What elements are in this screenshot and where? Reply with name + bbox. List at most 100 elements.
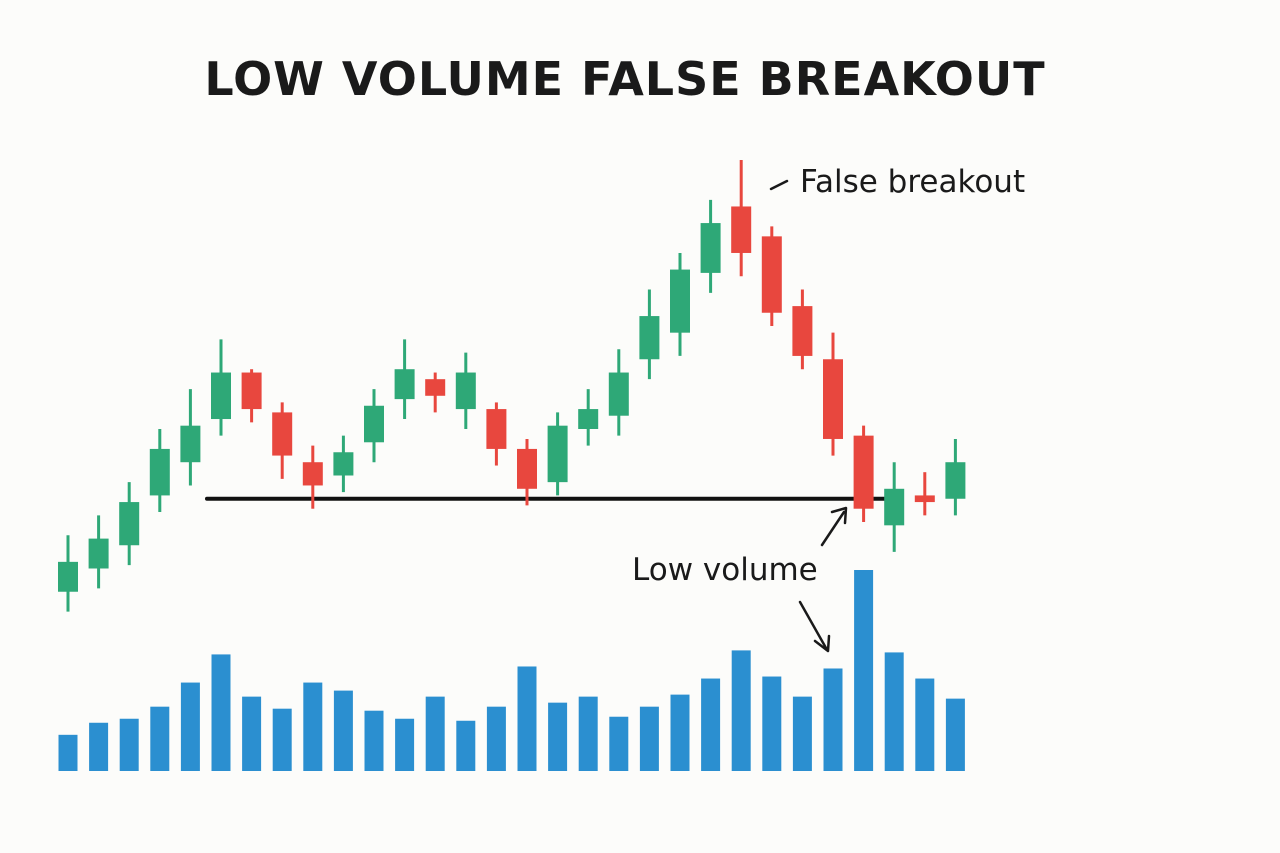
- candle: [364, 389, 384, 463]
- candle: [119, 482, 140, 566]
- candle-body: [149, 448, 170, 496]
- candle-body: [823, 359, 843, 439]
- candle-body: [884, 488, 905, 526]
- candle-body: [914, 495, 935, 503]
- candle-body: [517, 448, 537, 489]
- volume-bar: [89, 722, 109, 771]
- candle-body: [670, 269, 690, 333]
- false-breakout-leader-line: [769, 179, 789, 191]
- candle-body: [272, 412, 293, 456]
- volume-bar: [915, 678, 935, 771]
- candle: [517, 438, 537, 506]
- candle: [88, 515, 109, 589]
- candle: [884, 462, 905, 552]
- candle: [302, 445, 323, 509]
- candle-body: [425, 379, 446, 396]
- volume-bar: [792, 696, 812, 771]
- candle: [333, 435, 354, 493]
- arrow-up-to-candle-icon: [820, 506, 848, 547]
- candle-body: [241, 372, 262, 410]
- candle: [58, 535, 78, 612]
- chart-title: LOW VOLUME FALSE BREAKOUT: [204, 52, 1046, 106]
- candle: [547, 412, 568, 496]
- candle-body: [302, 462, 323, 486]
- volume-bar: [884, 652, 904, 771]
- arrow-down-to-volume-icon: [798, 600, 831, 653]
- volume-bar: [609, 716, 629, 771]
- volume-bar: [364, 710, 384, 771]
- volume-bar: [854, 570, 874, 771]
- candle-body: [792, 306, 813, 356]
- candle: [670, 252, 690, 356]
- candle-body: [547, 425, 568, 483]
- candle: [455, 352, 476, 429]
- volume-bar: [150, 706, 170, 771]
- volume-bar: [303, 682, 323, 771]
- candle: [425, 372, 446, 413]
- candle: [149, 429, 170, 513]
- candle: [241, 369, 262, 423]
- volume-bar: [486, 706, 506, 771]
- annotation-false-breakout: False breakout: [800, 164, 1025, 200]
- candle-body: [608, 372, 629, 416]
- volume-bar: [425, 696, 445, 771]
- candle: [945, 438, 966, 516]
- candle: [608, 349, 629, 436]
- candle: [731, 159, 752, 277]
- candle-body: [731, 206, 752, 253]
- volume-bar: [456, 720, 476, 771]
- annotations-layer: False breakout Low volume: [632, 164, 1025, 653]
- candle-body: [486, 409, 507, 449]
- annotation-low-volume: Low volume: [632, 552, 818, 588]
- candle-body: [58, 561, 78, 592]
- volume-bar: [578, 696, 598, 771]
- candle: [792, 289, 813, 370]
- volume-bar: [639, 706, 659, 771]
- candle-body: [211, 372, 231, 420]
- volume-bars-layer: [58, 570, 965, 771]
- volume-bar: [701, 678, 721, 771]
- candle: [486, 402, 507, 466]
- candle: [700, 199, 721, 293]
- candle-body: [945, 462, 966, 499]
- volume-bar: [517, 666, 537, 771]
- candle-body: [761, 236, 782, 313]
- volume-bar: [180, 682, 200, 771]
- candle-body: [853, 435, 874, 509]
- candle: [211, 339, 231, 436]
- candle-body: [333, 452, 354, 476]
- volume-bar: [272, 708, 292, 771]
- candle-body: [455, 372, 476, 410]
- candle-body: [700, 223, 721, 273]
- volume-bar: [670, 694, 690, 771]
- volume-bar: [242, 696, 262, 771]
- candle-body: [639, 316, 660, 360]
- volume-bar: [731, 650, 751, 771]
- candle: [853, 425, 874, 522]
- volume-bar: [211, 654, 231, 771]
- candle-body: [578, 409, 599, 429]
- candle: [639, 289, 660, 380]
- candle: [914, 472, 935, 516]
- candle-body: [88, 538, 109, 569]
- volume-bar: [762, 676, 782, 771]
- volume-bar: [395, 718, 415, 771]
- candles-layer: [58, 159, 966, 612]
- candle-body: [394, 369, 415, 400]
- candle: [180, 389, 201, 486]
- candle-body: [180, 425, 201, 463]
- candle: [823, 332, 843, 456]
- candle: [272, 402, 293, 479]
- volume-bar: [548, 702, 568, 771]
- volume-bar: [58, 734, 78, 771]
- volume-bar: [823, 668, 843, 771]
- candle: [578, 389, 599, 446]
- candle-body: [119, 502, 140, 546]
- volume-bar: [119, 718, 139, 771]
- volume-bar: [333, 690, 353, 771]
- candle: [761, 226, 782, 327]
- volume-bar: [945, 698, 965, 771]
- candle-body: [364, 405, 384, 443]
- candle: [394, 339, 415, 420]
